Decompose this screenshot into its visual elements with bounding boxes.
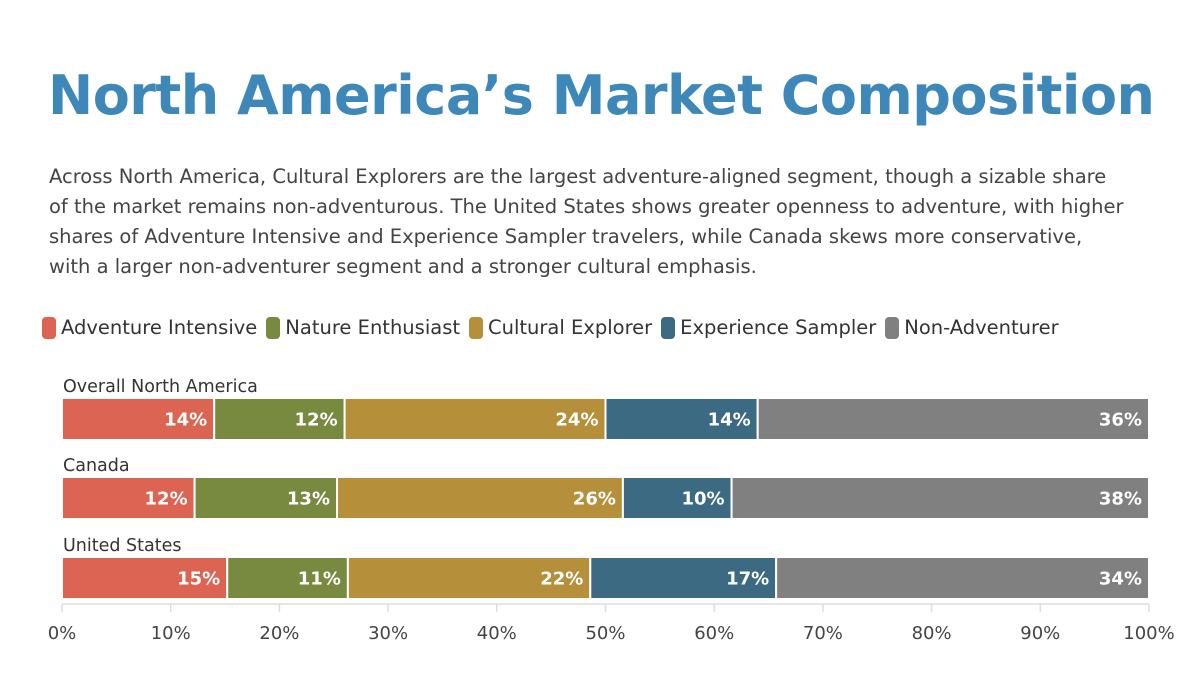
- x-tick-label: 60%: [694, 623, 734, 644]
- legend-swatch: [42, 316, 56, 339]
- bar-segment-adventure-intensive: [61, 397, 216, 441]
- x-tick-label: 50%: [585, 623, 625, 644]
- legend-item-nature-enthusiast: Nature Enthusiast: [266, 316, 460, 339]
- x-tick-label: 90%: [1020, 623, 1060, 644]
- legend-item-adventure-intensive: Adventure Intensive: [42, 316, 257, 339]
- x-tick-label: 100%: [1123, 623, 1174, 644]
- bar-segment-experience-sampler: [589, 556, 778, 600]
- data-label: 15%: [177, 569, 220, 590]
- bar-segment-non-adventurer: [730, 476, 1150, 520]
- bar-segment-nature-enthusiast: [213, 397, 346, 441]
- bar-segment-cultural-explorer: [336, 476, 624, 520]
- data-label: 13%: [287, 489, 330, 510]
- data-label: 17%: [726, 569, 769, 590]
- legend-swatch: [266, 316, 281, 339]
- data-label: 12%: [295, 410, 338, 431]
- x-tick-label: 40%: [477, 623, 517, 644]
- legend-label: Nature Enthusiast: [285, 316, 460, 339]
- category-label-canada: Canada: [63, 456, 130, 476]
- x-tick-label: 80%: [912, 623, 952, 644]
- bar-segment-non-adventurer: [756, 397, 1150, 441]
- legend-label: Non-Adventurer: [904, 316, 1059, 339]
- x-tick-label: 30%: [368, 623, 408, 644]
- data-label: 36%: [1099, 410, 1142, 431]
- bar-segment-cultural-explorer: [343, 397, 607, 441]
- data-label: 12%: [145, 489, 188, 510]
- data-label: 38%: [1099, 489, 1142, 510]
- bar-segment-cultural-explorer: [346, 556, 592, 600]
- bar-segment-adventure-intensive: [61, 556, 229, 600]
- legend-label: Adventure Intensive: [61, 316, 258, 339]
- legend-item-experience-sampler: Experience Sampler: [661, 316, 876, 339]
- data-label: 22%: [540, 569, 583, 590]
- bar-segment-nature-enthusiast: [193, 476, 339, 520]
- data-label: 24%: [555, 410, 598, 431]
- x-tick-label: 10%: [151, 623, 191, 644]
- chart-description: Across North America, Cultural Explorers…: [49, 165, 1124, 278]
- chart-legend: Adventure Intensive Nature Enthusiast Cult…: [42, 316, 1068, 339]
- legend-item-non-adventurer: Non-Adventurer: [885, 316, 1059, 339]
- bar-segment-non-adventurer: [775, 556, 1150, 600]
- category-label-united-states: United States: [63, 536, 182, 556]
- data-label: 10%: [681, 489, 724, 510]
- legend-label: Experience Sampler: [680, 316, 877, 339]
- x-tick-label: 20%: [259, 623, 299, 644]
- bar-segment-adventure-intensive: [61, 476, 196, 520]
- data-label: 14%: [708, 410, 751, 431]
- data-label: 11%: [298, 569, 341, 590]
- data-label: 34%: [1099, 569, 1142, 590]
- category-label-overall-north-america: Overall North America: [63, 377, 258, 397]
- x-tick-label: 0%: [48, 623, 77, 644]
- legend-swatch: [885, 316, 900, 339]
- x-tick-label: 70%: [803, 623, 843, 644]
- legend-swatch: [469, 316, 483, 339]
- page-title: North America’s Market Composition: [48, 64, 1155, 127]
- legend-item-cultural-explorer: Cultural Explorer: [469, 316, 652, 339]
- data-label: 26%: [573, 489, 616, 510]
- data-label: 14%: [164, 410, 207, 431]
- legend-label: Cultural Explorer: [488, 316, 653, 339]
- legend-swatch: [661, 316, 676, 339]
